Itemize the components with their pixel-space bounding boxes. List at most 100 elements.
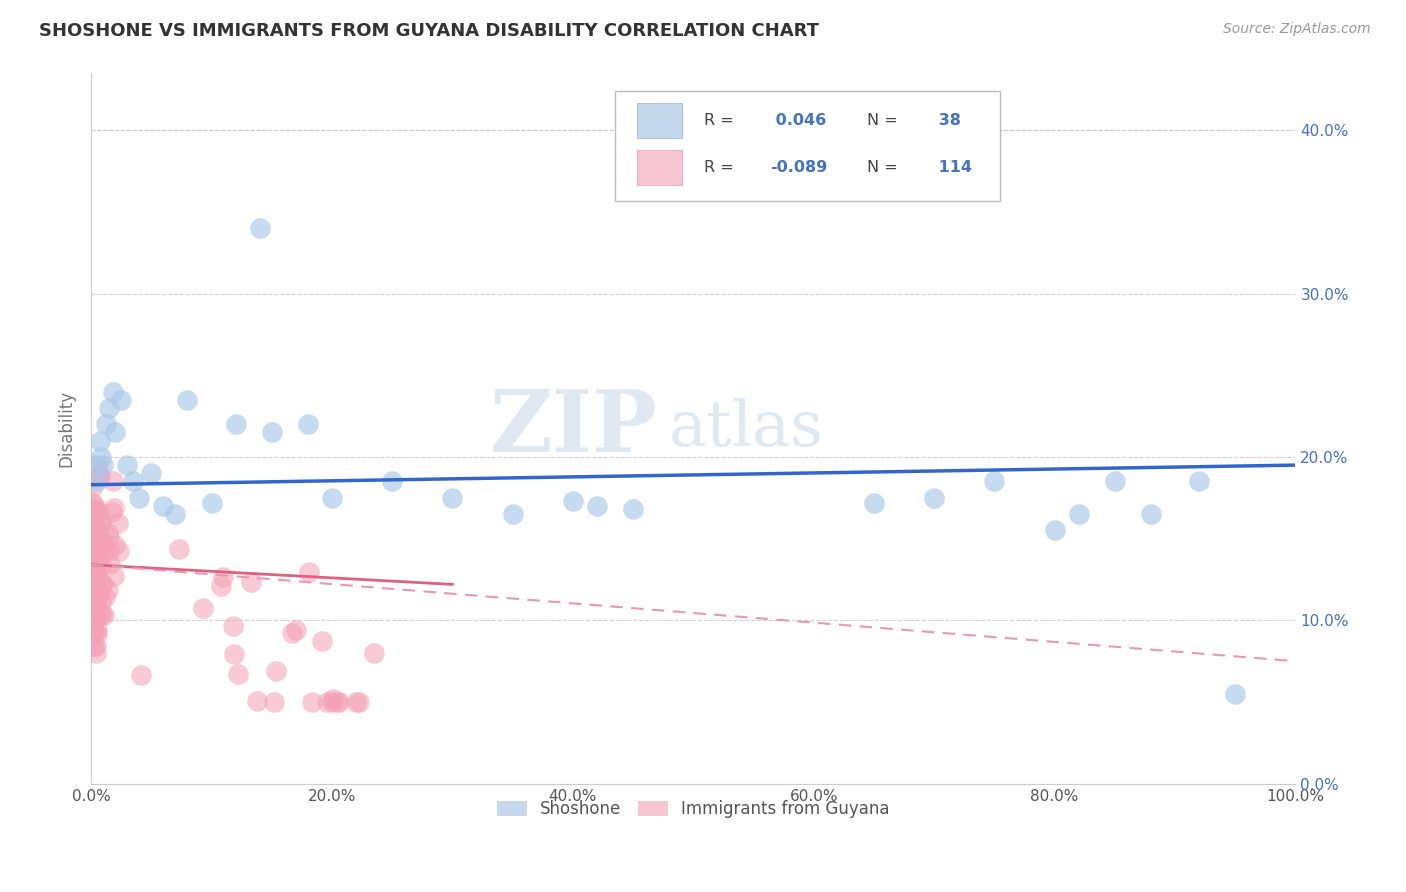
Point — [84, 576, 107, 591]
Point — [107, 516, 129, 531]
Point — [82, 615, 104, 629]
Point — [93, 545, 115, 559]
Point — [586, 499, 609, 513]
Point — [104, 425, 127, 440]
Point — [101, 474, 124, 488]
FancyBboxPatch shape — [637, 103, 682, 138]
Point — [321, 491, 343, 505]
Point — [80, 565, 103, 579]
Point — [98, 544, 121, 558]
Point — [83, 498, 105, 512]
Point — [212, 570, 235, 584]
Point — [280, 625, 302, 640]
Point — [315, 695, 337, 709]
Point — [83, 502, 105, 516]
Point — [82, 568, 104, 582]
FancyBboxPatch shape — [637, 150, 682, 186]
Point — [86, 639, 108, 653]
Point — [561, 494, 583, 508]
Point — [326, 695, 349, 709]
Point — [82, 609, 104, 624]
Point — [89, 607, 111, 622]
Text: -0.089: -0.089 — [770, 160, 828, 175]
Point — [80, 514, 103, 528]
Text: 114: 114 — [934, 160, 972, 175]
Point — [84, 574, 107, 588]
Point — [226, 667, 249, 681]
Point — [83, 532, 105, 546]
Point — [344, 695, 367, 709]
Point — [297, 417, 319, 432]
Point — [84, 592, 107, 607]
Point — [128, 491, 150, 505]
Point — [91, 577, 114, 591]
Point — [86, 592, 108, 607]
Point — [225, 417, 247, 432]
Point — [321, 695, 343, 709]
Point — [87, 551, 110, 566]
Point — [1188, 475, 1211, 489]
Point — [97, 530, 120, 544]
Point — [91, 577, 114, 591]
Point — [91, 540, 114, 554]
Point — [84, 504, 107, 518]
Point — [86, 627, 108, 641]
Point — [90, 607, 112, 621]
Text: atlas: atlas — [669, 398, 824, 458]
Point — [84, 533, 107, 547]
Point — [90, 593, 112, 607]
Point — [84, 543, 107, 558]
Point — [82, 542, 104, 557]
Point — [117, 458, 139, 472]
Point — [222, 647, 245, 661]
Point — [103, 501, 125, 516]
Point — [266, 664, 288, 678]
Text: Source: ZipAtlas.com: Source: ZipAtlas.com — [1223, 22, 1371, 37]
Point — [82, 479, 104, 493]
Point — [363, 646, 385, 660]
Point — [298, 565, 321, 579]
Point — [80, 533, 103, 548]
Point — [322, 692, 344, 706]
Point — [101, 505, 124, 519]
Point — [621, 502, 644, 516]
Point — [84, 564, 107, 578]
Point — [122, 475, 145, 489]
Text: R =: R = — [704, 160, 740, 175]
Point — [1140, 507, 1163, 521]
Point — [260, 425, 283, 440]
Point — [89, 504, 111, 518]
Point — [863, 496, 886, 510]
Point — [82, 588, 104, 602]
Point — [100, 558, 122, 572]
Point — [89, 468, 111, 483]
Point — [84, 625, 107, 640]
Text: R =: R = — [704, 113, 740, 128]
Point — [90, 450, 112, 464]
Point — [84, 559, 107, 574]
Point — [80, 594, 103, 608]
Point — [209, 579, 232, 593]
Point — [89, 434, 111, 448]
Point — [87, 587, 110, 601]
Text: ZIP: ZIP — [489, 386, 657, 470]
Point — [84, 568, 107, 582]
Point — [1104, 475, 1126, 489]
Point — [89, 528, 111, 542]
Point — [249, 221, 271, 235]
Point — [922, 491, 945, 505]
Point — [83, 590, 105, 604]
Point — [83, 529, 105, 543]
Point — [82, 614, 104, 628]
Text: SHOSHONE VS IMMIGRANTS FROM GUYANA DISABILITY CORRELATION CHART: SHOSHONE VS IMMIGRANTS FROM GUYANA DISAB… — [39, 22, 820, 40]
Point — [176, 392, 198, 407]
Point — [89, 516, 111, 530]
Point — [84, 541, 107, 555]
Point — [200, 496, 222, 510]
Point — [502, 507, 524, 521]
Point — [86, 547, 108, 561]
Point — [84, 537, 107, 551]
Point — [285, 624, 308, 638]
Point — [86, 475, 108, 489]
Point — [83, 522, 105, 536]
